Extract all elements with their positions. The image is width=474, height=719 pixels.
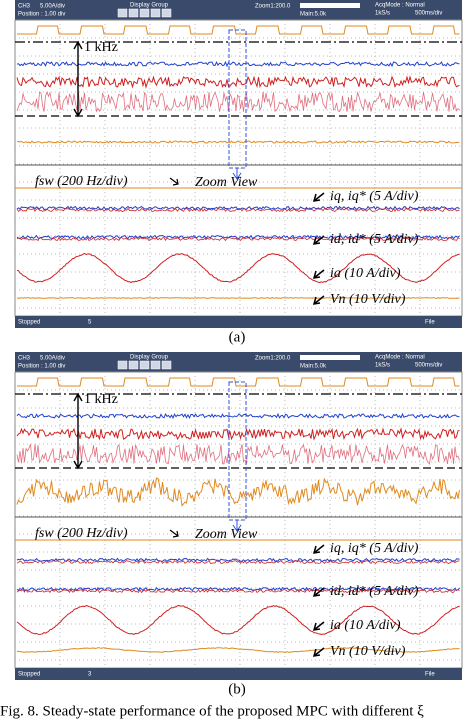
- header-button: [139, 8, 150, 18]
- header-text: 1kS/s: [375, 11, 390, 17]
- header-slider: [300, 355, 360, 360]
- pointer-arrow: [169, 529, 179, 538]
- annotation: 1 kHz: [84, 40, 118, 55]
- annotation: fsw (200 Hz/div): [35, 174, 128, 189]
- waveform: [16, 75, 460, 89]
- annotation: id, id* (5 A/div): [330, 232, 419, 247]
- waveform: [17, 25, 460, 35]
- waveform: [16, 91, 460, 113]
- panel-label: (a): [229, 329, 246, 345]
- zoom-arrow: [232, 168, 242, 180]
- annotation: Zoom View: [195, 175, 258, 190]
- header-button: [117, 8, 128, 18]
- pointer-arrow: [312, 295, 325, 305]
- footer-file: File: [425, 320, 435, 326]
- footer-status: Stopped: [18, 320, 40, 326]
- annotation: Vn (10 V/div): [330, 292, 406, 307]
- footer-count: 5: [88, 320, 92, 326]
- scope-panel: CH3 5.00A/div Position : 1.00 div Display G…: [14, 0, 463, 345]
- header-button: [139, 360, 150, 370]
- annotation: 1 kHz: [84, 392, 118, 407]
- annotation: iq, iq* (5 A/div): [330, 189, 419, 204]
- scope-footer: [15, 668, 462, 680]
- header-text: Main:5.0k: [300, 364, 327, 370]
- pointer-arrow: [312, 587, 325, 597]
- waveform: [16, 140, 460, 144]
- annotation: fsw (200 Hz/div): [35, 526, 128, 541]
- pointer-arrow: [312, 621, 325, 631]
- waveform: [16, 443, 460, 465]
- waveform: [16, 207, 460, 213]
- zoom-arrow: [232, 520, 242, 532]
- header-button: [161, 360, 172, 370]
- header-text: Display Group: [130, 3, 169, 9]
- header-text: AcqMode : Normal: [375, 355, 425, 361]
- header-text: Position : 1.00 div: [18, 12, 65, 18]
- header-button: [150, 8, 161, 18]
- annotation: iq, iq* (5 A/div): [330, 541, 419, 556]
- footer-count: 3: [88, 672, 92, 678]
- header-text: CH3: [18, 356, 31, 362]
- waveform: [16, 205, 460, 211]
- scope-panel: CH3 5.00A/div Position : 1.00 div Display G…: [14, 352, 463, 697]
- annotation: id, id* (5 A/div): [330, 584, 419, 599]
- header-text: Zoom1:200.0: [255, 356, 291, 362]
- waveform: [17, 377, 460, 387]
- waveform: [16, 586, 460, 592]
- footer-status: Stopped: [18, 672, 40, 678]
- annotation: Zoom View: [195, 527, 258, 542]
- header-text: AcqMode : Normal: [375, 3, 425, 9]
- header-text: Main:5.0k: [300, 12, 327, 18]
- waveform: [16, 588, 460, 594]
- header-text: CH3: [18, 4, 31, 10]
- header-text: Display Group: [130, 355, 169, 361]
- header-button: [128, 360, 139, 370]
- header-text: 5.00A/div: [40, 356, 65, 362]
- panel-label: (b): [228, 681, 246, 697]
- header-button: [128, 8, 139, 18]
- waveform: [16, 236, 460, 242]
- pointer-arrow: [169, 177, 179, 186]
- header-text: 500ms/div: [415, 363, 442, 369]
- pointer-arrow: [312, 269, 325, 279]
- header-text: 5.00A/div: [40, 4, 65, 10]
- pointer-arrow: [312, 647, 325, 657]
- pointer-arrow: [312, 235, 325, 245]
- pointer-arrow: [312, 544, 325, 554]
- waveform: [16, 234, 460, 240]
- pointer-arrow: [312, 192, 325, 202]
- waveform: [16, 557, 460, 563]
- double-arrow: [73, 392, 83, 470]
- scope-footer: [15, 316, 462, 328]
- waveform: [16, 412, 460, 420]
- waveform: [16, 252, 460, 284]
- header-button: [117, 360, 128, 370]
- waveform: [16, 477, 460, 507]
- annotation: ia (10 A/div): [330, 266, 401, 281]
- waveform: [16, 604, 460, 636]
- waveform: [16, 427, 460, 441]
- waveform: [16, 60, 460, 68]
- caption: Fig. 8. Steady-state performance of the …: [0, 703, 424, 719]
- waveform: [16, 559, 460, 565]
- annotation: Vn (10 V/div): [330, 644, 406, 659]
- header-text: Position : 1.00 div: [18, 364, 65, 370]
- annotation: ia (10 A/div): [330, 618, 401, 633]
- footer-file: File: [425, 672, 435, 678]
- double-arrow: [73, 40, 83, 118]
- header-text: 1kS/s: [375, 363, 390, 369]
- waveform: [16, 647, 460, 653]
- waveform: [16, 297, 460, 299]
- scope-screen: [14, 371, 463, 669]
- header-button: [161, 8, 172, 18]
- header-button: [150, 360, 161, 370]
- header-text: Zoom1:200.0: [255, 4, 291, 10]
- header-slider: [300, 3, 360, 8]
- header-text: 500ms/div: [415, 11, 442, 17]
